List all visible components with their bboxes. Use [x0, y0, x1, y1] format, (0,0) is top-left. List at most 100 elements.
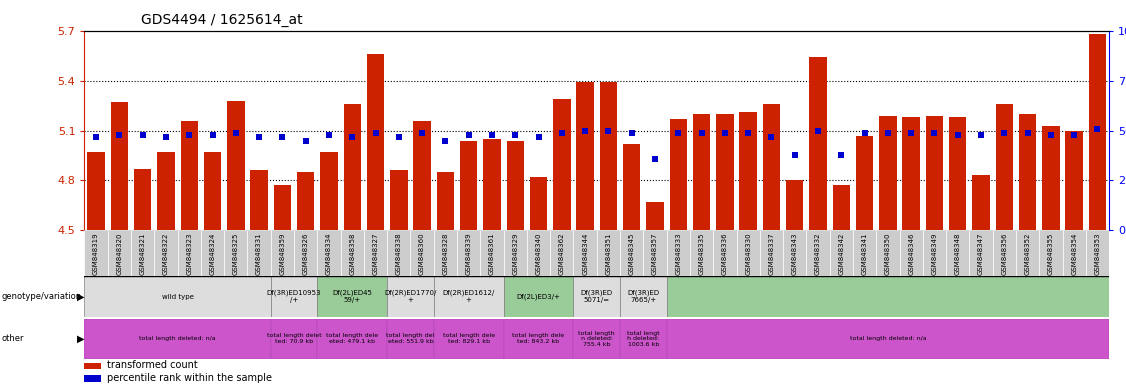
Point: [343, 134, 361, 140]
Bar: [84, 230, 108, 276]
Text: total length del
eted: 551.9 kb: total length del eted: 551.9 kb: [386, 333, 435, 344]
Bar: [830, 230, 852, 276]
Bar: [503, 276, 573, 317]
Point: [204, 131, 222, 137]
Bar: [806, 230, 830, 276]
Point: [226, 129, 244, 136]
Text: GSM848342: GSM848342: [838, 233, 844, 275]
Bar: [1016, 230, 1039, 276]
Text: total length delet
ted: 70.9 kb: total length delet ted: 70.9 kb: [267, 333, 321, 344]
Bar: [577, 82, 593, 230]
Bar: [902, 117, 920, 230]
Point: [669, 129, 687, 136]
Bar: [856, 136, 874, 230]
Point: [646, 156, 664, 162]
Text: ▶: ▶: [77, 334, 84, 344]
Point: [1042, 131, 1060, 137]
Bar: [434, 319, 503, 359]
Text: GSM848329: GSM848329: [512, 233, 518, 275]
Bar: [294, 230, 318, 276]
Point: [413, 129, 431, 136]
Text: GSM848343: GSM848343: [792, 233, 797, 275]
Text: GSM848339: GSM848339: [466, 233, 472, 275]
Text: GSM848345: GSM848345: [628, 233, 635, 275]
Bar: [84, 319, 270, 359]
Bar: [1089, 34, 1106, 230]
Text: GSM848362: GSM848362: [558, 233, 565, 275]
Text: total lengt
h deleted:
1003.6 kb: total lengt h deleted: 1003.6 kb: [627, 331, 660, 347]
Point: [786, 151, 804, 157]
Text: GSM848361: GSM848361: [489, 233, 495, 275]
Bar: [367, 54, 384, 230]
Point: [995, 129, 1013, 136]
Bar: [108, 230, 131, 276]
Bar: [84, 276, 270, 317]
Bar: [783, 230, 806, 276]
Bar: [876, 230, 900, 276]
Text: transformed count: transformed count: [107, 360, 198, 370]
Bar: [692, 114, 711, 230]
Bar: [740, 112, 757, 230]
Text: GSM848356: GSM848356: [1001, 233, 1008, 275]
Bar: [413, 121, 431, 230]
Point: [926, 129, 944, 136]
Bar: [713, 230, 736, 276]
Bar: [949, 117, 966, 230]
Point: [856, 129, 874, 136]
Text: GSM848354: GSM848354: [1071, 233, 1078, 275]
Text: total length dele
ted: 843.2 kb: total length dele ted: 843.2 kb: [512, 333, 564, 344]
Text: GSM848336: GSM848336: [722, 233, 727, 275]
Text: GSM848335: GSM848335: [698, 233, 705, 275]
Bar: [503, 230, 527, 276]
Bar: [84, 375, 101, 382]
Bar: [1019, 114, 1036, 230]
Text: GSM848340: GSM848340: [536, 233, 542, 275]
Point: [274, 134, 292, 140]
Point: [1089, 126, 1107, 132]
Text: GSM848333: GSM848333: [676, 233, 681, 275]
Text: GSM848355: GSM848355: [1048, 233, 1054, 275]
Text: GSM848347: GSM848347: [978, 233, 984, 275]
Point: [180, 131, 198, 137]
Text: genotype/variation: genotype/variation: [1, 292, 81, 301]
Point: [599, 127, 617, 134]
Bar: [879, 116, 896, 230]
Bar: [364, 230, 387, 276]
Point: [692, 129, 711, 136]
Point: [832, 151, 850, 157]
Text: GSM848321: GSM848321: [140, 233, 145, 275]
Bar: [411, 230, 434, 276]
Text: Df(2L)ED3/+: Df(2L)ED3/+: [517, 293, 561, 300]
Bar: [227, 101, 244, 230]
Bar: [760, 230, 783, 276]
Point: [483, 131, 501, 137]
Point: [949, 131, 967, 137]
Bar: [573, 319, 620, 359]
Bar: [995, 104, 1013, 230]
Text: GSM848360: GSM848360: [419, 233, 426, 275]
Text: GSM848353: GSM848353: [1094, 233, 1100, 275]
Bar: [600, 82, 617, 230]
Bar: [134, 169, 151, 230]
Bar: [923, 230, 946, 276]
Text: percentile rank within the sample: percentile rank within the sample: [107, 373, 272, 383]
Bar: [530, 177, 547, 230]
Point: [367, 129, 385, 136]
Bar: [670, 119, 687, 230]
Text: Df(3R)ED
5071/=: Df(3R)ED 5071/=: [581, 290, 613, 303]
Text: total length deleted: n/a: total length deleted: n/a: [849, 336, 927, 341]
Text: GSM848334: GSM848334: [325, 233, 332, 275]
Bar: [387, 230, 411, 276]
Bar: [224, 230, 248, 276]
Bar: [900, 230, 923, 276]
Bar: [158, 152, 175, 230]
Bar: [180, 121, 198, 230]
Bar: [623, 144, 641, 230]
Text: Df(2R)ED1612/
+: Df(2R)ED1612/ +: [443, 290, 494, 303]
Text: Df(2L)ED45
59/+: Df(2L)ED45 59/+: [332, 290, 373, 303]
Point: [296, 137, 314, 144]
Bar: [390, 170, 408, 230]
Point: [459, 131, 477, 137]
Text: GSM848323: GSM848323: [186, 233, 193, 275]
Bar: [387, 276, 434, 317]
